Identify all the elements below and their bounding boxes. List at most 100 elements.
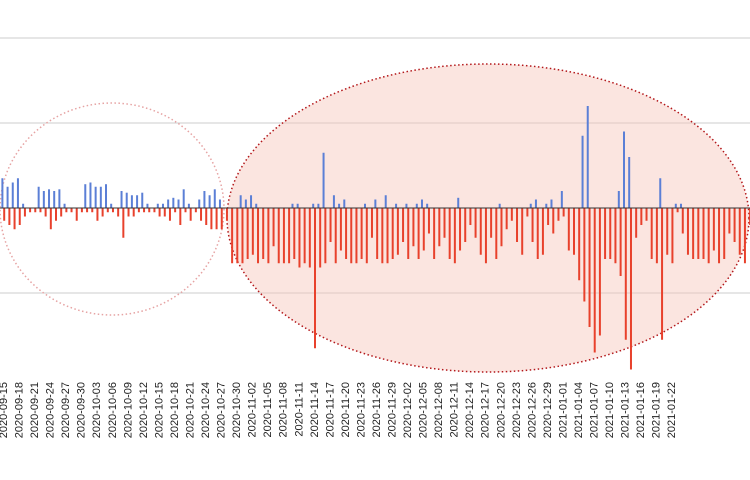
bar-positive bbox=[161, 203, 164, 208]
x-tick-label: 2020-12-02 bbox=[402, 382, 414, 438]
bar-negative bbox=[469, 208, 472, 225]
bar-negative bbox=[49, 208, 52, 230]
x-tick-label: 2020-09-15 bbox=[0, 382, 10, 438]
bar-negative bbox=[391, 208, 394, 259]
bar-positive bbox=[529, 203, 532, 208]
bar-negative bbox=[23, 208, 26, 217]
bar-negative bbox=[137, 208, 140, 213]
bar-negative bbox=[355, 208, 358, 264]
bar-negative bbox=[697, 208, 700, 259]
x-tick-label: 2020-11-08 bbox=[278, 382, 290, 437]
bar-negative bbox=[241, 208, 244, 264]
bar-positive bbox=[94, 186, 97, 208]
bar-negative bbox=[624, 208, 627, 340]
bar-negative bbox=[655, 208, 658, 264]
x-tick-label: 2020-09-27 bbox=[60, 382, 72, 438]
bar-negative bbox=[148, 208, 151, 213]
bar-negative bbox=[8, 208, 11, 225]
bar-negative bbox=[205, 208, 208, 225]
bar-negative bbox=[80, 208, 83, 213]
bar-negative bbox=[474, 208, 477, 238]
x-tick-label: 2020-10-18 bbox=[169, 382, 181, 438]
bar-negative bbox=[407, 208, 410, 259]
bar-negative bbox=[609, 208, 612, 259]
bar-negative bbox=[448, 208, 451, 259]
bar-positive bbox=[53, 191, 56, 208]
bar-negative bbox=[329, 208, 332, 242]
bar-negative bbox=[718, 208, 721, 264]
bar-negative bbox=[55, 208, 57, 221]
bar-positive bbox=[291, 203, 294, 208]
bar-negative bbox=[143, 208, 146, 213]
bar-negative bbox=[236, 208, 239, 264]
bar-negative bbox=[225, 208, 228, 221]
bar-negative bbox=[438, 208, 441, 247]
bar-negative bbox=[319, 208, 322, 268]
bar-negative bbox=[65, 208, 68, 213]
bar-negative bbox=[194, 208, 197, 213]
x-tick-label: 2020-10-09 bbox=[122, 382, 134, 438]
bar-negative bbox=[34, 208, 37, 213]
bar-positive bbox=[136, 195, 139, 208]
x-axis-tick-labels: 2020-09-15 2020-09-18 2020-09-21 2020-09-24… bbox=[0, 382, 678, 438]
x-tick-label: 2020-10-03 bbox=[91, 382, 103, 438]
bar-negative bbox=[443, 208, 446, 238]
x-tick-label: 2020-11-23 bbox=[355, 382, 367, 437]
bar-negative bbox=[339, 208, 342, 251]
highlight-ellipse-left bbox=[0, 102, 225, 316]
bar-negative bbox=[210, 208, 213, 230]
bar-negative bbox=[189, 208, 192, 221]
bar-negative bbox=[386, 208, 389, 264]
bar-negative bbox=[516, 208, 519, 242]
bar-positive bbox=[198, 199, 201, 208]
x-tick-label: 2020-09-30 bbox=[76, 382, 88, 438]
bar-negative bbox=[723, 208, 726, 259]
bar-positive bbox=[296, 203, 299, 208]
bar-positive bbox=[338, 203, 341, 208]
bar-positive bbox=[628, 157, 631, 208]
bar-negative bbox=[324, 208, 327, 264]
bar-positive bbox=[182, 189, 185, 208]
bar-negative bbox=[111, 208, 114, 213]
bar-negative bbox=[13, 208, 16, 230]
bar-positive bbox=[457, 197, 460, 208]
bar-positive bbox=[498, 203, 501, 208]
bar-negative bbox=[277, 208, 280, 264]
bar-negative bbox=[251, 208, 254, 255]
bar-positive bbox=[420, 199, 423, 208]
x-tick-label: 2021-01-19 bbox=[651, 382, 663, 438]
bar-positive bbox=[48, 189, 51, 208]
bar-negative bbox=[598, 208, 601, 336]
bar-negative bbox=[743, 208, 746, 264]
bar-positive bbox=[16, 178, 19, 208]
x-tick-label: 2020-11-17 bbox=[324, 382, 336, 437]
x-tick-label: 2020-12-11 bbox=[449, 382, 461, 437]
bar-positive bbox=[659, 178, 662, 208]
x-tick-label: 2020-10-15 bbox=[153, 382, 165, 438]
bar-negative bbox=[396, 208, 399, 255]
bar-positive bbox=[534, 199, 537, 208]
x-tick-label: 2021-01-10 bbox=[604, 382, 616, 438]
bar-positive bbox=[218, 199, 221, 208]
bar-positive bbox=[405, 203, 408, 208]
bar-positive bbox=[213, 189, 216, 208]
bar-negative bbox=[231, 208, 234, 264]
bar-negative bbox=[433, 208, 436, 259]
bar-negative bbox=[588, 208, 591, 327]
x-tick-label: 2020-11-05 bbox=[262, 382, 274, 437]
bar-negative bbox=[91, 208, 94, 213]
x-tick-label: 2020-09-18 bbox=[14, 382, 26, 438]
bar-negative bbox=[681, 208, 684, 234]
bar-negative bbox=[314, 208, 316, 349]
x-tick-label: 2020-10-21 bbox=[184, 382, 196, 438]
bar-negative bbox=[308, 208, 311, 268]
bar-negative bbox=[127, 208, 130, 217]
bar-positive bbox=[63, 203, 66, 208]
bar-negative bbox=[376, 208, 379, 259]
bar-negative bbox=[174, 208, 177, 213]
bar-positive bbox=[317, 203, 320, 208]
bar-negative bbox=[262, 208, 265, 259]
bar-negative bbox=[402, 208, 405, 242]
bar-negative bbox=[168, 208, 171, 221]
